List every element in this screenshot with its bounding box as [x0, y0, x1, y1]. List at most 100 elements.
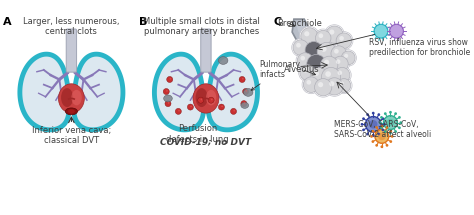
- Circle shape: [242, 78, 244, 80]
- Ellipse shape: [72, 90, 82, 105]
- Circle shape: [233, 110, 235, 112]
- Circle shape: [361, 123, 364, 126]
- Circle shape: [320, 56, 338, 74]
- Ellipse shape: [58, 84, 84, 113]
- Ellipse shape: [164, 95, 172, 102]
- Circle shape: [335, 67, 350, 83]
- Circle shape: [386, 144, 388, 147]
- Circle shape: [384, 130, 387, 133]
- Circle shape: [239, 77, 245, 83]
- Ellipse shape: [196, 88, 208, 107]
- Circle shape: [394, 112, 397, 115]
- Text: Pulmonary
infacts: Pulmonary infacts: [251, 60, 301, 90]
- Ellipse shape: [241, 102, 248, 108]
- Circle shape: [333, 66, 351, 84]
- Circle shape: [331, 46, 346, 61]
- Circle shape: [384, 112, 387, 115]
- Text: Inferior vena cava;
classical DVT: Inferior vena cava; classical DVT: [32, 126, 111, 145]
- Circle shape: [375, 126, 378, 129]
- Circle shape: [299, 63, 317, 82]
- Text: Bronchiole: Bronchiole: [277, 19, 321, 28]
- Circle shape: [198, 97, 204, 103]
- Circle shape: [372, 140, 374, 143]
- Circle shape: [329, 45, 348, 63]
- Circle shape: [296, 43, 301, 48]
- Circle shape: [314, 29, 332, 47]
- Circle shape: [340, 50, 356, 66]
- Circle shape: [165, 101, 171, 107]
- Circle shape: [389, 111, 392, 114]
- Ellipse shape: [193, 84, 219, 113]
- Circle shape: [168, 102, 170, 104]
- Circle shape: [383, 123, 386, 126]
- Ellipse shape: [65, 108, 77, 115]
- Circle shape: [302, 76, 320, 94]
- Circle shape: [320, 66, 342, 88]
- Circle shape: [303, 68, 308, 73]
- Circle shape: [362, 129, 365, 131]
- Polygon shape: [20, 54, 69, 130]
- Circle shape: [321, 46, 327, 52]
- Circle shape: [318, 82, 323, 87]
- Text: Multiple small clots in distal
pulmonary artery branches: Multiple small clots in distal pulmonary…: [143, 17, 260, 36]
- Circle shape: [362, 117, 365, 120]
- Circle shape: [381, 125, 383, 127]
- Circle shape: [300, 26, 319, 46]
- Polygon shape: [208, 54, 257, 130]
- Text: C: C: [273, 17, 281, 26]
- Circle shape: [390, 140, 392, 143]
- Circle shape: [305, 41, 322, 59]
- Circle shape: [382, 117, 384, 120]
- Circle shape: [372, 130, 374, 133]
- Circle shape: [246, 90, 247, 92]
- Circle shape: [219, 104, 225, 110]
- Circle shape: [380, 116, 383, 119]
- Circle shape: [335, 32, 353, 50]
- Ellipse shape: [61, 88, 73, 107]
- Circle shape: [296, 51, 314, 70]
- Circle shape: [389, 132, 392, 134]
- Circle shape: [292, 38, 310, 57]
- Circle shape: [304, 40, 324, 60]
- Circle shape: [326, 26, 343, 43]
- Circle shape: [306, 53, 327, 75]
- Circle shape: [167, 77, 173, 83]
- Circle shape: [303, 77, 319, 92]
- Circle shape: [211, 99, 213, 100]
- Circle shape: [333, 56, 348, 72]
- Circle shape: [301, 56, 305, 60]
- Circle shape: [170, 78, 171, 80]
- Circle shape: [339, 36, 344, 41]
- Circle shape: [297, 53, 313, 68]
- Circle shape: [325, 25, 344, 45]
- Circle shape: [310, 67, 328, 85]
- Circle shape: [315, 79, 332, 96]
- Circle shape: [163, 89, 169, 95]
- Circle shape: [375, 144, 378, 147]
- Ellipse shape: [219, 57, 228, 64]
- Circle shape: [307, 80, 311, 85]
- Circle shape: [390, 130, 392, 133]
- Ellipse shape: [206, 90, 216, 105]
- Circle shape: [293, 40, 309, 55]
- Circle shape: [387, 119, 394, 126]
- Circle shape: [221, 106, 223, 107]
- Circle shape: [241, 101, 247, 107]
- Circle shape: [317, 42, 336, 61]
- Polygon shape: [296, 22, 317, 60]
- Circle shape: [390, 24, 403, 38]
- Circle shape: [313, 77, 333, 97]
- Circle shape: [372, 134, 374, 137]
- Circle shape: [166, 90, 168, 92]
- Circle shape: [394, 130, 397, 133]
- Circle shape: [366, 133, 369, 135]
- Circle shape: [307, 54, 326, 74]
- Circle shape: [316, 41, 337, 63]
- Ellipse shape: [68, 109, 75, 114]
- Circle shape: [315, 30, 331, 46]
- Polygon shape: [292, 19, 320, 64]
- FancyBboxPatch shape: [201, 29, 211, 72]
- Circle shape: [244, 102, 246, 104]
- Circle shape: [187, 104, 193, 110]
- Polygon shape: [155, 54, 204, 130]
